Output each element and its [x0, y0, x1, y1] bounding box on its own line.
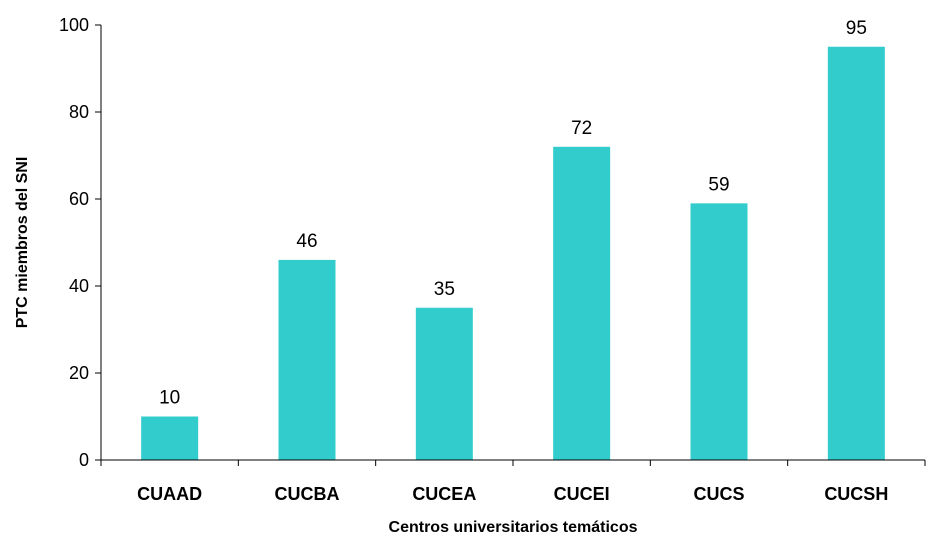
- y-tick-label: 20: [69, 363, 89, 383]
- y-axis-ticks: 0 20 40 60 80 100: [59, 15, 101, 470]
- data-label-cucs: 59: [708, 174, 729, 195]
- data-label-cucba: 46: [296, 231, 317, 252]
- y-axis-title: PTC miembros del SNI: [14, 157, 31, 329]
- x-tick-label-cucea: CUCEA: [412, 484, 476, 504]
- y-tick-label: 100: [59, 15, 89, 35]
- data-label-cucei: 72: [571, 118, 592, 139]
- data-labels: 10 46 35 72 59 95: [159, 18, 867, 409]
- bar-cucba: [278, 259, 336, 460]
- y-tick-label: 60: [69, 189, 89, 209]
- x-tick-label-cucsh: CUCSH: [824, 484, 888, 504]
- x-tick-label-cucs: CUCS: [693, 484, 744, 504]
- bar-cuaad: [141, 416, 199, 460]
- x-tick-label-cucba: CUCBA: [275, 484, 340, 504]
- data-label-cucsh: 95: [846, 18, 867, 39]
- x-axis-title: Centros universitarios temáticos: [389, 519, 638, 536]
- y-tick-label: 40: [69, 276, 89, 296]
- bar-cucsh: [827, 46, 885, 460]
- bars: [141, 46, 885, 461]
- x-axis-ticks: CUAAD CUCBA CUCEA CUCEI CUCS CUCSH: [100, 460, 926, 504]
- y-tick-label: 80: [69, 102, 89, 122]
- bar-cucea: [415, 307, 473, 460]
- bar-cucs: [690, 203, 748, 460]
- x-tick-label-cucei: CUCEI: [554, 484, 610, 504]
- y-tick-label: 0: [79, 450, 89, 470]
- data-label-cucea: 35: [434, 279, 455, 300]
- data-label-cuaad: 10: [159, 388, 180, 409]
- bar-cucei: [553, 146, 611, 461]
- x-tick-label-cuaad: CUAAD: [137, 484, 202, 504]
